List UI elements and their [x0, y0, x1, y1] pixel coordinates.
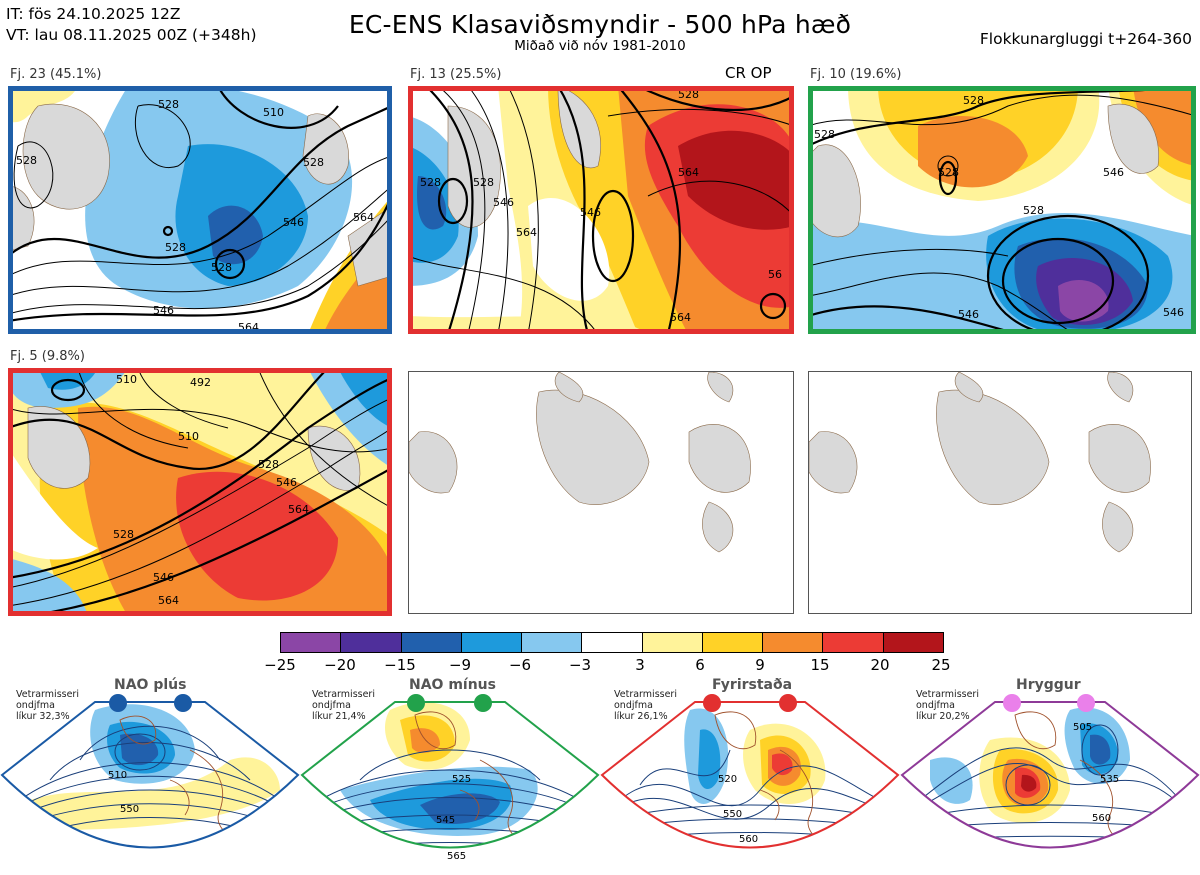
valid-time: VT: lau 08.11.2025 00Z (+348h)	[6, 26, 257, 44]
contour-label: 520	[718, 774, 737, 785]
colorbar-swatch	[522, 633, 583, 652]
contour-label: 492	[190, 376, 211, 389]
contour-label: 528	[16, 154, 37, 167]
contour-label: 564	[353, 211, 374, 224]
contour-label: 525	[452, 774, 471, 785]
contour-label: 565	[447, 851, 466, 862]
regime-1-title: NAO plús	[114, 677, 187, 693]
contour-label: 545	[436, 815, 455, 826]
colorbar-swatch	[642, 633, 703, 652]
contour-label: 564	[670, 311, 691, 324]
cluster-map-2: 528 528 546 564 546 564 564 56 528	[408, 86, 794, 334]
contour-label: 560	[739, 834, 758, 845]
header-info: IT: fös 24.10.2025 12Z VT: lau 08.11.202…	[6, 4, 257, 46]
panel-3-label: Fj. 10 (19.6%)	[810, 67, 902, 82]
colorbar-swatch	[702, 633, 764, 652]
colorbar-swatch	[763, 633, 824, 652]
contour-label: 528	[258, 458, 279, 471]
contour-label: 550	[120, 804, 139, 815]
contour-label: 528	[158, 98, 179, 111]
contour-label: 528	[303, 156, 324, 169]
contour-label: 510	[116, 373, 137, 386]
regime-map-nao-plus: 510 550	[0, 690, 300, 871]
contour-label: 564	[678, 166, 699, 179]
regime-3-title: Fyrirstaða	[712, 677, 793, 693]
colorbar-tick: −15	[384, 656, 416, 674]
contour-label: 56	[768, 268, 782, 281]
regime-2-note: Vetrarmisseri ondjfma líkur 21,4%	[312, 689, 375, 722]
colorbar-swatch	[823, 633, 884, 652]
contour-label: 528	[814, 128, 835, 141]
cluster-map-4: 492 510 510 528 546 564 528 546 564	[8, 368, 392, 616]
regime-2-title: NAO mínus	[409, 677, 496, 693]
contour-label: 564	[288, 503, 309, 516]
regime-4-note: Vetrarmisseri ondjfma líkur 20,2%	[916, 689, 979, 722]
regime-4-title: Hryggur	[1016, 677, 1081, 693]
contour-label: 564	[158, 594, 179, 607]
contour-label: 546	[153, 304, 174, 317]
contour-label: 528	[963, 94, 984, 107]
empty-map-1	[408, 371, 794, 614]
contour-label: 510	[178, 430, 199, 443]
colorbar-tick: 6	[695, 656, 705, 674]
contour-label: 528	[420, 176, 441, 189]
contour-label: 546	[580, 206, 601, 219]
empty-map-2	[808, 371, 1192, 614]
contour-label: 505	[1073, 722, 1092, 733]
panel-1-label: Fj. 23 (45.1%)	[10, 67, 102, 82]
contour-label: 546	[276, 476, 297, 489]
colorbar-swatch	[281, 633, 342, 652]
cluster-map-3: 528 528 546 528 528 546 546	[808, 86, 1196, 334]
contour-label: 510	[263, 106, 284, 119]
colorbar-tick: 20	[870, 656, 890, 674]
contour-label: 546	[493, 196, 514, 209]
colorbar-tick: 15	[810, 656, 830, 674]
colorbar	[280, 632, 944, 653]
panel-2-label: Fj. 13 (25.5%)	[410, 67, 502, 82]
contour-label: 528	[211, 261, 232, 274]
colorbar-tick: 25	[931, 656, 951, 674]
contour-label: 528	[1023, 204, 1044, 217]
contour-label: 546	[1163, 306, 1184, 319]
regime-map-nao-minus: 525 545 565	[300, 690, 600, 871]
contour-label: 528	[473, 176, 494, 189]
colorbar-swatch	[582, 633, 643, 652]
contour-label: 546	[283, 216, 304, 229]
contour-label: 550	[723, 809, 742, 820]
contour-label: 528	[678, 88, 699, 101]
colorbar-tick: −3	[568, 656, 592, 674]
contour-label: 528	[165, 241, 186, 254]
colorbar-swatch	[883, 633, 943, 652]
panel-4-label: Fj. 5 (9.8%)	[10, 349, 85, 364]
contour-label: 560	[1092, 813, 1111, 824]
regime-map-ridge: 505 535 560	[900, 690, 1200, 871]
cluster-map-1: 528 510 528 528 546 528 546 564 528 564	[8, 86, 392, 334]
colorbar-tick: 9	[755, 656, 765, 674]
contour-label: 510	[108, 770, 127, 781]
colorbar-tick: −6	[508, 656, 532, 674]
colorbar-swatch	[461, 633, 523, 652]
page-subtitle: Miðað við nóv 1981-2010	[514, 38, 686, 54]
contour-label: 528	[113, 528, 134, 541]
contour-label: 564	[516, 226, 537, 239]
contour-label: 546	[1103, 166, 1124, 179]
colorbar-tick: −25	[264, 656, 296, 674]
contour-label: 535	[1100, 774, 1119, 785]
init-time: IT: fös 24.10.2025 12Z	[6, 5, 181, 23]
colorbar-tick: 3	[635, 656, 645, 674]
contour-label: 546	[958, 308, 979, 321]
panel-2-tag: CR OP	[725, 64, 772, 82]
regime-3-note: Vetrarmisseri ondjfma líkur 26,1%	[614, 689, 677, 722]
colorbar-tick: −9	[448, 656, 472, 674]
regime-1-note: Vetrarmisseri ondjfma líkur 32,3%	[16, 689, 79, 722]
contour-label: 546	[153, 571, 174, 584]
colorbar-swatch	[341, 633, 402, 652]
colorbar-tick: −20	[324, 656, 356, 674]
page-title: EC-ENS Klasaviðsmyndir - 500 hPa hæð	[348, 10, 852, 39]
colorbar-swatch	[401, 633, 462, 652]
regime-map-blocking: 520 550 560	[600, 690, 900, 871]
window-label: Flokkunargluggi t+264-360	[979, 30, 1192, 48]
contour-label: 528	[938, 166, 959, 179]
